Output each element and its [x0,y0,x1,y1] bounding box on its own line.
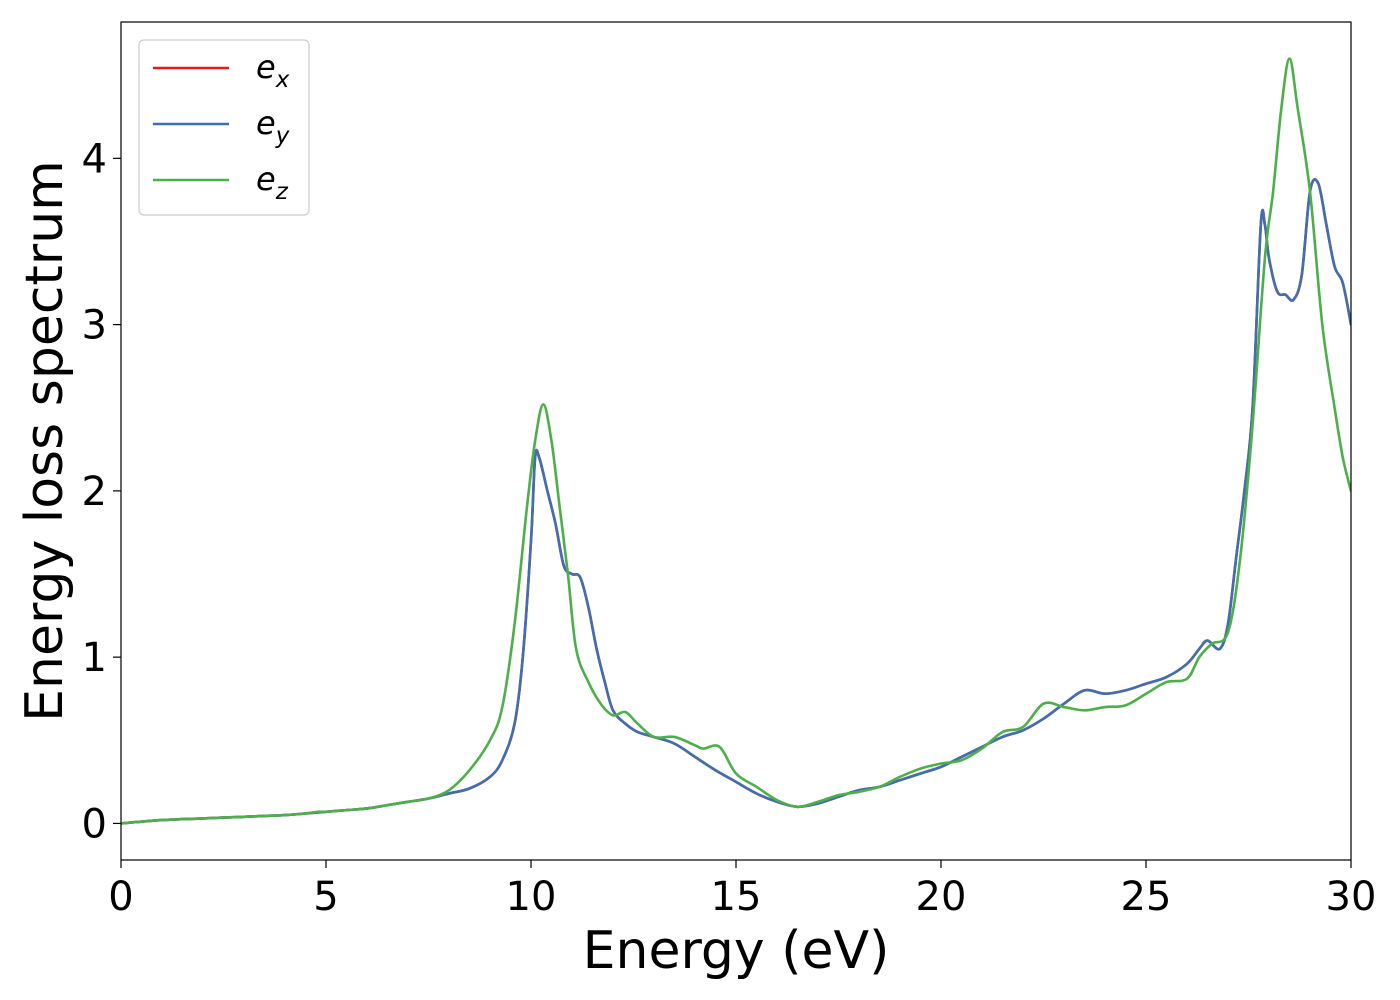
x-tick-label: 25 [1121,874,1172,920]
legend-label: ex [256,48,290,93]
y-tick-label: 4 [82,136,107,182]
x-tick-label: 0 [108,874,133,920]
x-tick-label: 30 [1326,874,1377,920]
x-axis: 0 5 10 15 20 25 30 [108,860,1376,920]
legend-item-e-y: ey [153,104,290,149]
y-tick-label: 3 [82,303,107,349]
legend-label: ey [256,104,290,149]
legend-item-e-x: ex [153,48,290,93]
x-axis-label: Energy (eV) [583,921,890,981]
x-tick-label: 20 [916,874,967,920]
plot-area [120,21,1352,861]
y-tick-label: 0 [82,801,107,847]
series-line-e-z [121,57,1351,825]
series-layer [121,57,1351,825]
x-tick-label: 15 [711,874,762,920]
y-tick-label: 2 [82,469,107,515]
legend-label-base: e [256,104,276,142]
legend-label-base: e [256,48,276,86]
y-tick-label: 1 [82,635,107,681]
legend-label-subscript: y [275,123,290,149]
legend-label-subscript: z [275,179,289,205]
x-tick-label: 5 [313,874,338,920]
x-tick-label: 10 [506,874,557,920]
legend-label-subscript: x [275,67,290,93]
legend-label-base: e [256,160,276,198]
y-axis-label: Energy loss spectrum [15,160,75,722]
legend-item-e-z: ez [153,160,289,205]
y-axis: 0 1 2 3 4 [82,136,121,847]
legend-label: ez [256,160,289,205]
legend-box [138,39,310,216]
